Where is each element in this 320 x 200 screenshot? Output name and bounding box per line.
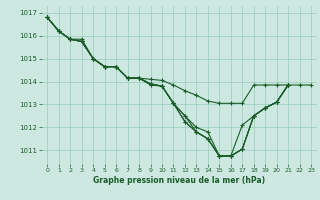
X-axis label: Graphe pression niveau de la mer (hPa): Graphe pression niveau de la mer (hPa) (93, 176, 265, 185)
